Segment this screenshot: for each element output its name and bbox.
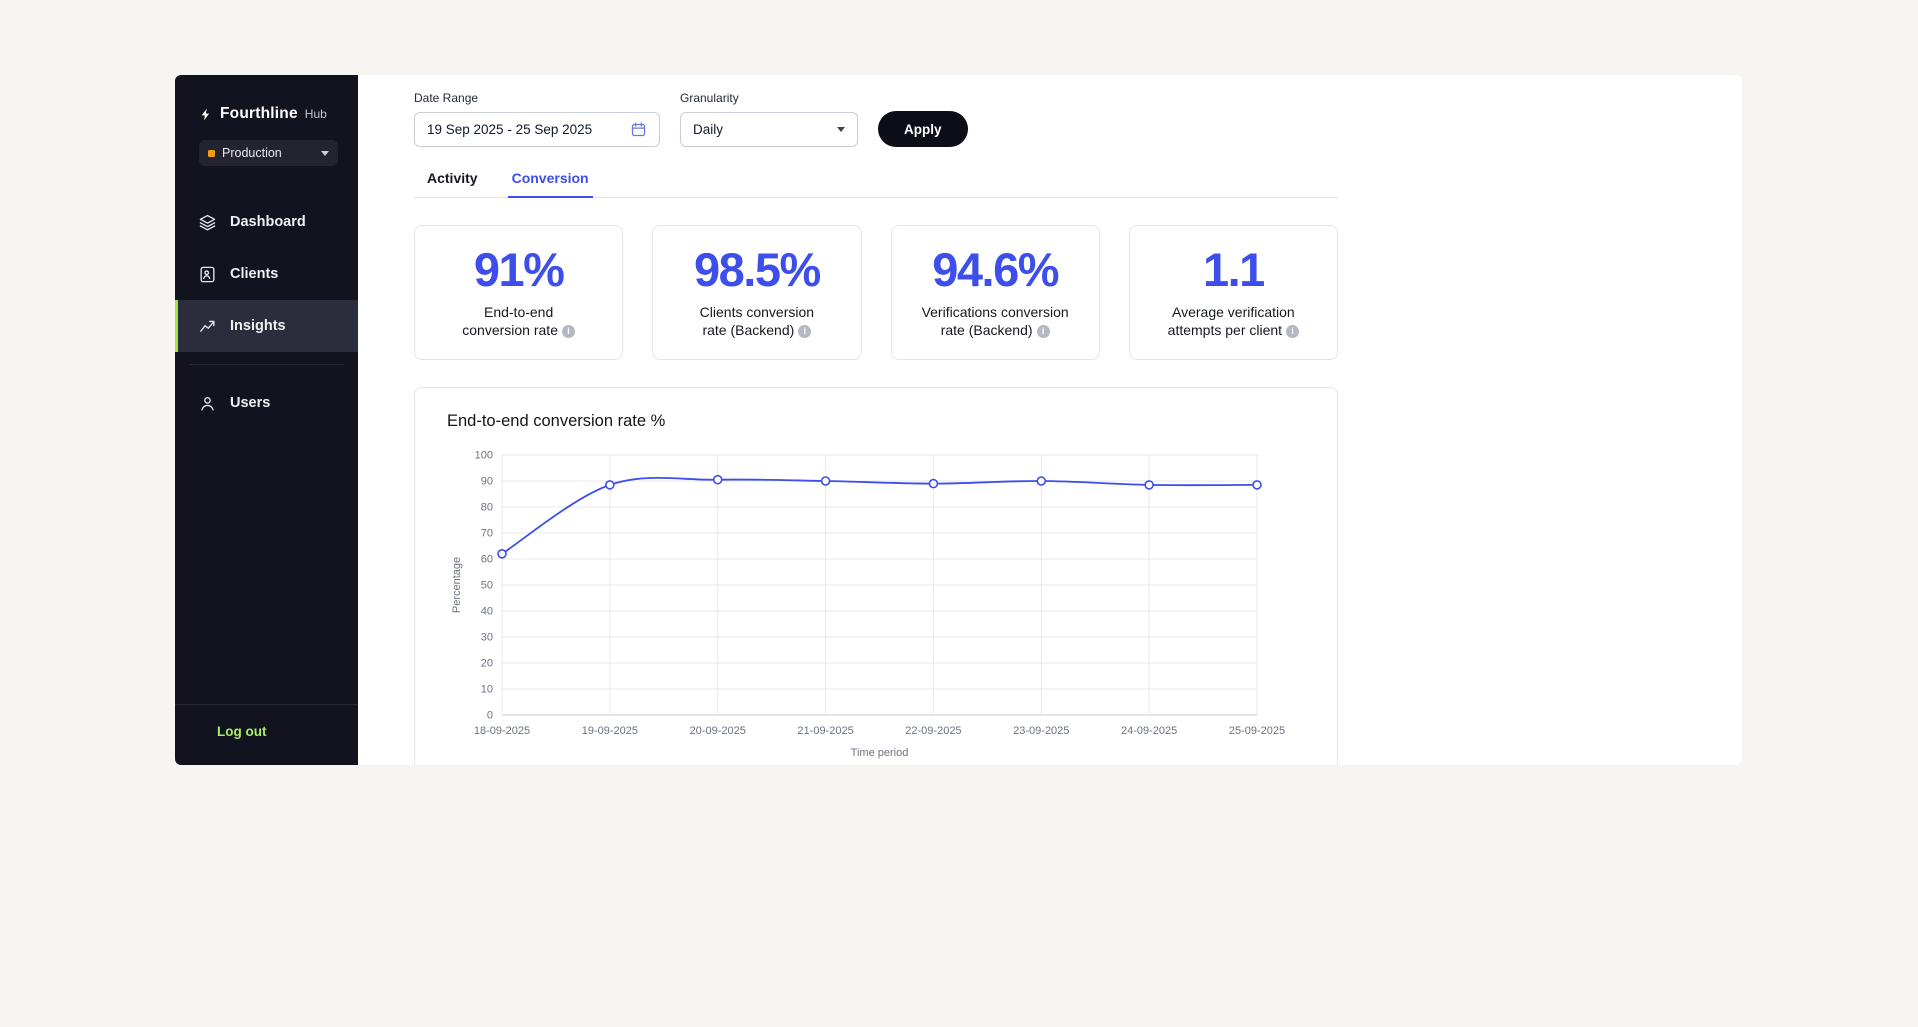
environment-selector[interactable]: Production <box>199 140 338 166</box>
sidebar-item-dashboard[interactable]: Dashboard <box>175 196 358 248</box>
svg-text:50: 50 <box>481 580 493 592</box>
stat-value: 1.1 <box>1202 242 1265 296</box>
svg-text:24-09-2025: 24-09-2025 <box>1121 725 1177 737</box>
sidebar: Fourthline Hub Production Dashboard Clien… <box>175 75 358 765</box>
chevron-down-icon <box>321 150 329 156</box>
sidebar-item-label: Clients <box>230 266 279 282</box>
data-point[interactable] <box>1252 480 1262 490</box>
chevron-down-icon <box>837 127 845 132</box>
svg-text:18-09-2025: 18-09-2025 <box>474 725 530 737</box>
date-range-field: Date Range 19 Sep 2025 - 25 Sep 2025 <box>414 91 660 147</box>
svg-text:22-09-2025: 22-09-2025 <box>905 725 961 737</box>
stat-card: 1.1 Average verification attempts per clie… <box>1128 225 1338 360</box>
filters-bar: Date Range 19 Sep 2025 - 25 Sep 2025 Gra… <box>414 91 1742 147</box>
stat-value: 94.6% <box>932 242 1059 296</box>
info-icon[interactable]: i <box>1036 325 1050 338</box>
data-point[interactable] <box>497 549 507 559</box>
stat-card: 98.5% Clients conversion rate (Backend) i <box>652 225 862 360</box>
sidebar-divider <box>189 364 344 365</box>
x-axis-labels: 18-09-2025 19-09-2025 20-09-2025 21-09-2025… <box>474 725 1285 737</box>
stat-label: Verifications conversion rate (Backend) i <box>921 303 1069 338</box>
data-point[interactable] <box>1036 476 1047 486</box>
chart-area: 0 10 20 30 40 50 60 70 80 90 100 18-09-2025 19-09-20… <box>447 445 1305 761</box>
stat-card: 91% End-to-end conversion rate i <box>414 225 624 360</box>
environment-label: Production <box>222 146 282 160</box>
granularity-select[interactable]: Daily <box>680 112 858 147</box>
conversion-line-chart: 0 10 20 30 40 50 60 70 80 90 100 18-09-2025 19-09-20… <box>451 450 1285 760</box>
svg-text:40: 40 <box>481 606 493 618</box>
data-point[interactable] <box>820 476 831 486</box>
conversion-chart-card: End-to-end conversion rate % 0 10 20 30 40 50… <box>414 387 1338 765</box>
info-icon[interactable]: i <box>1286 325 1300 338</box>
data-point[interactable] <box>605 480 615 490</box>
tab-activity[interactable]: Activity <box>427 170 478 186</box>
logo: Fourthline Hub <box>175 75 358 123</box>
chart-points <box>497 474 1262 559</box>
sidebar-item-insights[interactable]: Insights <box>175 300 358 352</box>
logo-suffix: Hub <box>304 107 327 121</box>
granularity-field: Granularity Daily <box>680 91 858 147</box>
app-window: Fourthline Hub Production Dashboard Clien… <box>175 75 1742 765</box>
stat-label: Average verification attempts per client i <box>1168 303 1300 339</box>
svg-text:90: 90 <box>481 476 493 488</box>
sidebar-item-label: Dashboard <box>230 214 306 230</box>
sidebar-item-label: Insights <box>230 318 286 334</box>
stat-value: 91% <box>473 242 565 296</box>
info-icon[interactable]: i <box>798 325 812 338</box>
tab-bar: Activity Conversion <box>414 160 1338 198</box>
stat-label: Clients conversion rate (Backend) i <box>699 303 815 338</box>
conversion-line <box>501 476 1258 555</box>
stat-cards-row: 91% End-to-end conversion rate i 98.5% Client… <box>414 225 1338 360</box>
svg-text:10: 10 <box>481 684 493 696</box>
date-range-value: 19 Sep 2025 - 25 Sep 2025 <box>427 122 593 137</box>
stat-value: 98.5% <box>693 242 821 296</box>
calendar-icon[interactable] <box>630 121 647 138</box>
stat-label: End-to-end conversion rate i <box>462 303 575 339</box>
svg-text:80: 80 <box>481 502 493 514</box>
tab-conversion[interactable]: Conversion <box>499 160 602 198</box>
svg-text:0: 0 <box>487 710 493 722</box>
layers-icon <box>198 213 217 232</box>
chart-grid <box>501 454 1258 716</box>
svg-text:30: 30 <box>481 632 493 644</box>
data-point[interactable] <box>928 478 939 489</box>
granularity-label: Granularity <box>680 91 739 105</box>
svg-text:23-09-2025: 23-09-2025 <box>1013 725 1069 737</box>
info-icon[interactable]: i <box>561 325 575 338</box>
date-range-label: Date Range <box>414 91 479 105</box>
apply-button[interactable]: Apply <box>878 111 968 147</box>
sidebar-item-label: Users <box>230 395 271 411</box>
data-point[interactable] <box>1144 480 1154 490</box>
sidebar-item-users[interactable]: Users <box>175 377 358 429</box>
sidebar-nav: Dashboard Clients Insights Users <box>175 196 358 429</box>
svg-text:21-09-2025: 21-09-2025 <box>797 725 853 737</box>
svg-text:20-09-2025: 20-09-2025 <box>690 725 746 737</box>
svg-text:20: 20 <box>481 658 493 670</box>
user-icon <box>198 394 217 413</box>
chart-title: End-to-end conversion rate % <box>447 412 666 430</box>
date-range-input[interactable]: 19 Sep 2025 - 25 Sep 2025 <box>414 112 660 147</box>
logout-button[interactable]: Log out <box>175 704 358 765</box>
logo-brand: Fourthline <box>220 105 298 122</box>
main-content: Date Range 19 Sep 2025 - 25 Sep 2025 Gra… <box>358 75 1742 765</box>
trend-chart-icon <box>198 317 217 336</box>
y-axis-title: Percentage <box>451 557 463 613</box>
svg-text:19-09-2025: 19-09-2025 <box>582 725 638 737</box>
stat-card: 94.6% Verifications conversion rate (Backe… <box>890 225 1100 360</box>
sidebar-bottom: Log out <box>175 704 358 765</box>
svg-text:25-09-2025: 25-09-2025 <box>1229 725 1285 737</box>
y-axis-labels: 0 10 20 30 40 50 60 70 80 90 100 <box>475 450 493 722</box>
x-axis-title: Time period <box>851 747 909 759</box>
data-point[interactable] <box>712 474 723 485</box>
svg-text:100: 100 <box>475 450 493 462</box>
environment-status-dot <box>208 149 215 157</box>
granularity-value: Daily <box>693 122 724 137</box>
fourthline-logo-icon <box>199 106 213 123</box>
client-file-icon <box>198 265 217 284</box>
sidebar-item-clients[interactable]: Clients <box>175 248 358 300</box>
svg-text:60: 60 <box>481 554 493 566</box>
svg-text:70: 70 <box>481 528 493 540</box>
